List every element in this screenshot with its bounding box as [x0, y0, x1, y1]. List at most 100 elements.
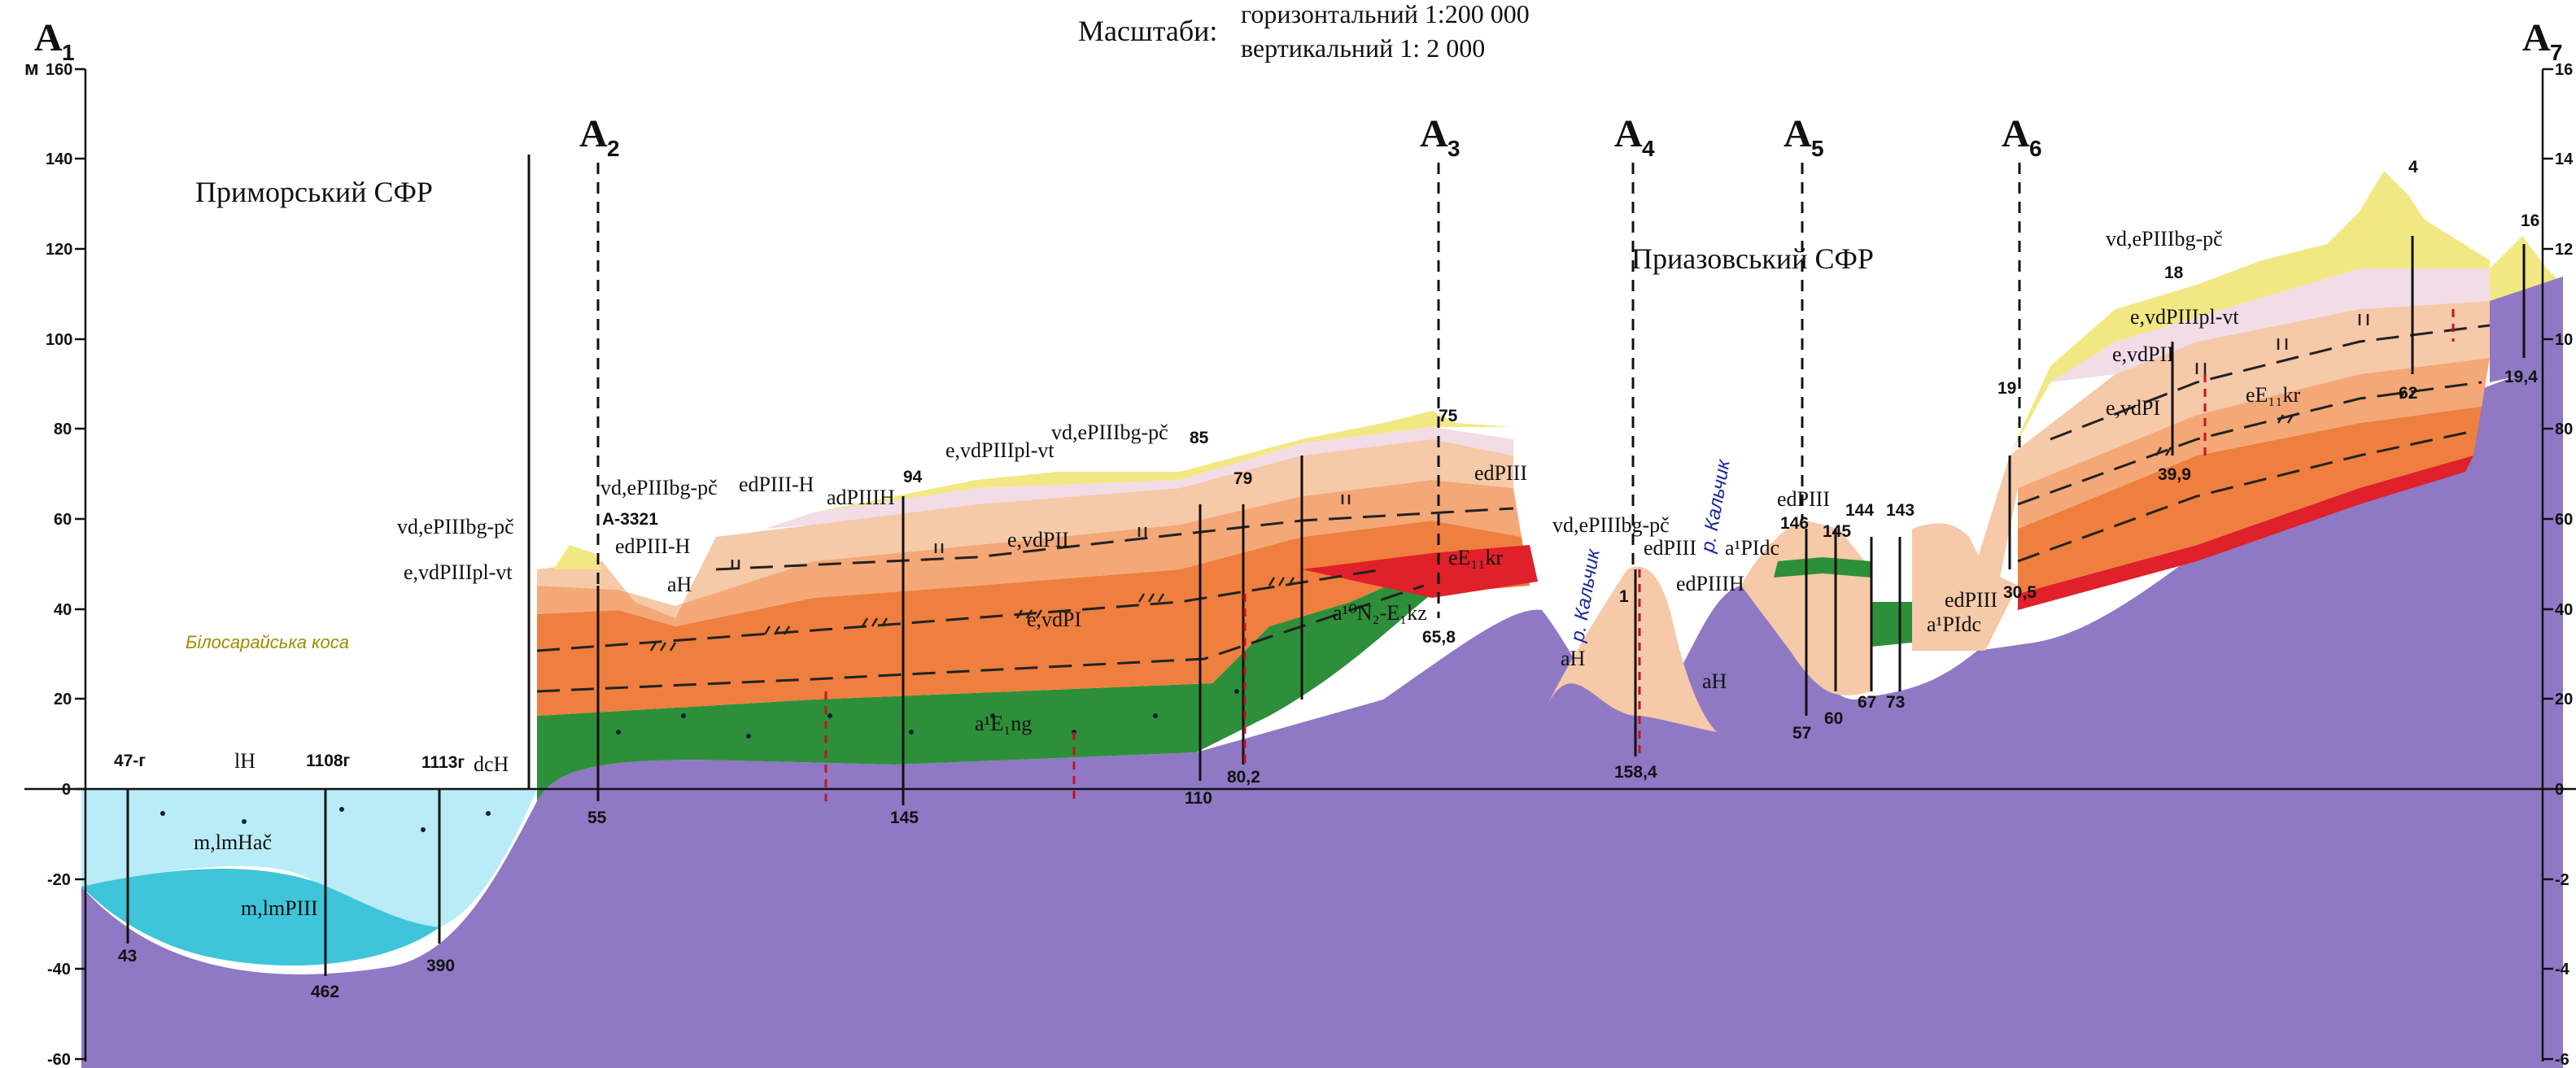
well-top-144: 144 — [1845, 501, 1874, 520]
tick-minus20: -20 — [47, 871, 71, 889]
upland-orange-light — [1969, 301, 2490, 651]
well-bottom-62: 62 — [2399, 384, 2417, 403]
tick-60: 60 — [54, 511, 72, 529]
strat-label-6: e,vdPIIIpl-vt — [945, 438, 1054, 462]
well-top-1113g: 1113г — [421, 753, 465, 772]
well-top-a3321: A-3321 — [602, 510, 658, 529]
right-ticks — [2543, 68, 2553, 1061]
left-ticks — [75, 68, 85, 1061]
profile-point-a7: A 7 — [2522, 16, 2563, 65]
red-layer — [1302, 545, 1538, 598]
tick-20: 20 — [54, 691, 72, 708]
upland-red — [2018, 456, 2473, 610]
well-bottom-43: 43 — [118, 947, 137, 966]
strat-label-10: aH — [667, 573, 692, 596]
profile-point-a4: A 4 — [1614, 112, 1655, 161]
spit-label: Білосарайська коса — [186, 632, 349, 652]
strat-label-1: e,vdPIIIpl-vt — [404, 560, 513, 584]
scale-label: Масштаби: — [1078, 15, 1217, 47]
well-top-19: 19 — [1997, 379, 2016, 398]
scale-vertical: вертикальний 1: 2 000 — [1241, 33, 1485, 63]
strat-label-22: aH — [1702, 669, 1727, 693]
rtick-5: 60 — [2555, 511, 2573, 529]
region-west: Приморський СФР — [195, 176, 433, 208]
profile-point-a2: A 2 — [579, 112, 620, 161]
svg-text:1: 1 — [62, 40, 75, 65]
yellow-cap-west — [553, 545, 602, 569]
orange-light-layer — [537, 439, 1513, 618]
well-top-145: 145 — [1823, 522, 1851, 541]
profile-point-a1: A 1 — [34, 16, 75, 65]
strat-label-20: a¹PIdc — [1725, 536, 1779, 560]
strat-label-0: vd,ePIIIbg-pč — [397, 515, 514, 538]
strat-label-17: vd,ePIIIbg-pč — [1552, 513, 1670, 537]
well-top-1108g: 1108г — [306, 752, 351, 770]
ridge-a5-green — [1774, 557, 1871, 578]
rtick-6: 40 — [2555, 601, 2573, 619]
well-top-lh: lH — [234, 749, 255, 773]
well-bottom-39-9: 39,9 — [2158, 465, 2191, 484]
strat-label-27: e,vdPIIIpl-vt — [2130, 305, 2239, 329]
orange-mid-layer — [537, 480, 1522, 626]
basement-layer — [81, 366, 2563, 1068]
well-bottom-390: 390 — [426, 957, 455, 975]
well-top-85: 85 — [1190, 429, 1209, 447]
svg-text:A: A — [2002, 112, 2030, 155]
well-top-dch: dcH — [474, 752, 509, 776]
tick-160: 160 — [46, 61, 72, 79]
axis-unit: м — [24, 58, 39, 80]
strat-label-30: eE₁₁kr — [2246, 383, 2301, 407]
tick-minus40: -40 — [47, 961, 71, 979]
strat-label-21: aH — [1561, 647, 1586, 670]
strat-label-8: e,vdPII — [1007, 528, 1069, 551]
well-bottom-80-2: 80,2 — [1227, 768, 1260, 787]
rtick-3: 10 — [2555, 331, 2573, 349]
alluvial-green-layer — [537, 569, 1432, 801]
well-bottom-145: 145 — [890, 809, 919, 827]
svg-text:7: 7 — [2550, 40, 2563, 65]
strat-label-9: e,vdPI — [1027, 608, 1081, 631]
upland-pink — [2050, 260, 2490, 382]
well-bottom-57: 57 — [1792, 724, 1811, 743]
svg-text:5: 5 — [1811, 136, 1824, 161]
well-top-146: 146 — [1780, 514, 1809, 533]
profile-verticals — [596, 163, 2021, 789]
strat-label-4: edPIII-H — [615, 534, 691, 558]
wells — [126, 236, 2526, 976]
rtick-7: 20 — [2555, 691, 2573, 708]
profile-point-a3: A 3 — [1420, 112, 1460, 161]
upland-orange-dark — [2018, 407, 2482, 594]
dashed-contacts — [536, 324, 2491, 693]
strat-label-24: edPIII — [1945, 588, 1997, 612]
strat-label-15: m,lmHač — [194, 830, 272, 854]
tick-0: 0 — [62, 781, 71, 799]
upland-east-basement — [2490, 277, 2563, 382]
strat-label-19: edPIIIH — [1676, 572, 1744, 595]
well-bottom-30-5: 30,5 — [2003, 583, 2037, 602]
well-top-75: 75 — [1439, 407, 1458, 425]
rtick-1: 14 — [2555, 150, 2574, 168]
well-bottom-60: 60 — [1824, 709, 1843, 728]
strat-label-14: edPIII — [1474, 461, 1527, 485]
marine-pleistocene-layer — [81, 869, 439, 966]
tick-120: 120 — [46, 241, 72, 259]
svg-text:A: A — [1614, 112, 1643, 155]
svg-text:4: 4 — [1642, 136, 1655, 161]
tick-40: 40 — [54, 601, 72, 619]
strat-label-2: vd,ePIIIbg-pč — [600, 476, 718, 499]
svg-text:A: A — [579, 112, 608, 155]
dots-pattern — [160, 689, 1239, 832]
svg-text:A: A — [2522, 16, 2551, 59]
profile-point-a6: A 6 — [2002, 112, 2042, 161]
svg-text:A: A — [1784, 112, 1812, 155]
well-bottom-67: 67 — [1858, 693, 1876, 712]
strat-label-13: eE₁₁kr — [1448, 546, 1504, 569]
strat-label-3: edPIII-H — [739, 473, 814, 496]
well-bottom-19-4: 19,4 — [2504, 368, 2538, 386]
tick-80: 80 — [54, 421, 72, 438]
orange-dark-layer — [537, 521, 1530, 716]
well-top-4: 4 — [2408, 158, 2418, 177]
rtick-9: -2 — [2555, 871, 2569, 889]
ridge-a6-green — [1871, 602, 1912, 647]
well-bottom-462: 462 — [311, 983, 339, 1001]
